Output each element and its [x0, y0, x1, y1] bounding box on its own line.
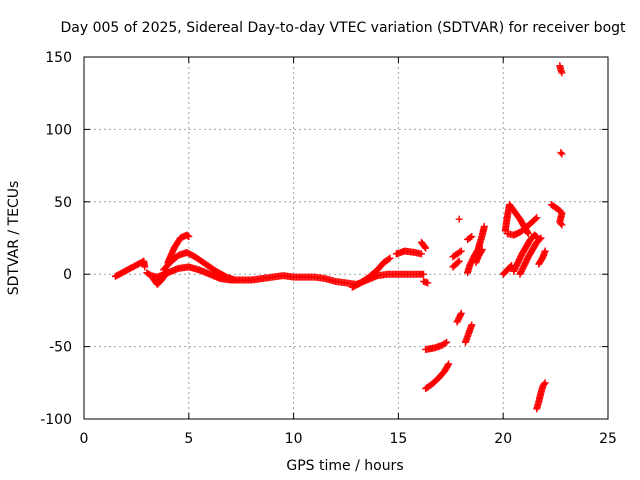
x-axis-label: GPS time / hours [286, 458, 403, 474]
data-point-dot-18 [455, 215, 463, 223]
data-point-neg-40-track [468, 321, 476, 329]
data-point-outlier-83 [558, 150, 566, 158]
y-tick-label: -50 [49, 340, 72, 356]
data-point-main-flat-band [420, 270, 428, 278]
data-point-cluster-17.5 [457, 247, 465, 255]
data-point-track-22.5 [557, 220, 565, 228]
y-tick-label: -100 [40, 412, 72, 428]
data-point-outlier-140 [558, 69, 566, 77]
data-point-track-18.7 [478, 246, 486, 254]
data-point-negative-80-track [445, 360, 453, 368]
x-tick-label: 5 [184, 431, 193, 447]
data-point-track-20.8 [536, 235, 544, 243]
data-point-track-20.5 [524, 230, 532, 238]
data-point-dot-18.3 [466, 234, 474, 242]
x-tick-label: 25 [599, 431, 617, 447]
data-point-neg-30-track [457, 309, 465, 317]
data-point-track-17.6 [454, 258, 462, 266]
data-point-rise-near-13 [385, 255, 393, 263]
data-point-isolated-early [141, 263, 149, 271]
data-point-segment-16 [421, 243, 429, 251]
x-tick-label: 20 [494, 431, 512, 447]
data-point-dot-16-neg [420, 277, 428, 285]
data-point-track-20.6 [532, 232, 540, 240]
y-tick-label: 50 [54, 195, 72, 211]
data-point-track-17.6 [455, 257, 463, 265]
data-point-neg-85-track [540, 380, 548, 388]
data-points [111, 62, 566, 413]
data-point-track-20.1 [507, 263, 515, 271]
data-point-track-20.8 [537, 234, 545, 242]
x-tick-label: 15 [389, 431, 407, 447]
data-point-track-22.5 [558, 221, 566, 229]
x-tick-label: 0 [80, 431, 89, 447]
data-point-segment-15-16 [417, 250, 425, 258]
plot-frame [83, 56, 609, 420]
data-point-hump-low-left [161, 271, 169, 279]
data-point-hump-high [185, 233, 193, 241]
data-point-segment-16 [422, 244, 430, 252]
data-point-track-20.3 [532, 215, 540, 223]
data-point-neg-85-track [541, 379, 549, 387]
data-point-negative-50-track [443, 338, 451, 346]
data-point-dot-18.3 [468, 233, 476, 241]
data-point-track-20.1 [508, 262, 516, 270]
data-point-hump-low-left [162, 270, 170, 278]
chart-title: Day 005 of 2025, Sidereal Day-to-day VTE… [60, 20, 626, 36]
data-point-negative-50-track [441, 339, 449, 347]
data-point-track-20.3 [533, 214, 541, 222]
data-point-outlier-83 [557, 149, 565, 157]
data-point-track-18.6 [480, 222, 488, 230]
data-point-rise-near-13 [386, 254, 394, 262]
y-tick-label: 0 [63, 267, 72, 283]
y-tick-label: 100 [45, 122, 72, 138]
data-point-hump-mid [231, 276, 239, 284]
y-tick-label: 150 [45, 50, 72, 66]
data-point-hump-high [184, 232, 192, 240]
data-point-track-21.8 [541, 247, 549, 255]
axis-ticks: 0 5 10 15 20 25 -100 -50 0 50 100 150 [40, 50, 617, 447]
data-point-cluster-17.5 [456, 248, 464, 256]
x-tick-label: 10 [285, 431, 303, 447]
y-axis-label: SDTVAR / TECUs [6, 181, 22, 296]
